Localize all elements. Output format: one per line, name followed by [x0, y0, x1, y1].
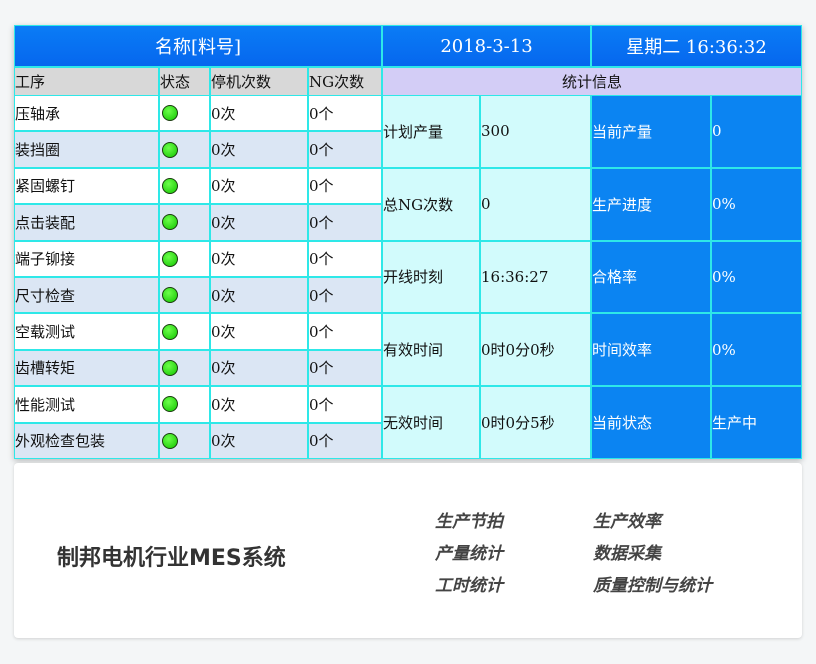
process-status [160, 350, 209, 386]
status-indicator-icon [162, 177, 178, 194]
process-name: 尺寸检查 [15, 278, 158, 313]
process-ng-count: 0个 [309, 168, 381, 204]
process-ng-count: 0个 [309, 387, 381, 422]
caption-card: 制邦电机行业MES系统 生产节拍 生产效率产量统计 数据采集工时统计 质量控制与统计 [14, 463, 802, 638]
stat-value: 生产中 [712, 387, 801, 458]
column-header-ng: NG次数 [309, 68, 381, 95]
stat-label: 无效时间 [383, 387, 479, 458]
stat-value: 0% [712, 241, 801, 313]
process-stop-count: 0次 [211, 350, 307, 386]
mes-dashboard: 名称[料号] 2018-3-13 星期二 16:36:32 工序 状态 停机次数… [14, 25, 802, 459]
stat-label: 合格率 [592, 241, 710, 313]
process-stop-count: 0次 [211, 278, 307, 313]
stat-label: 开线时刻 [383, 241, 479, 313]
status-indicator-icon [162, 323, 178, 340]
status-indicator-icon [162, 105, 178, 122]
feature-label: 数据采集 [593, 544, 661, 564]
process-status [160, 168, 209, 204]
feature-label: 工时统计 [435, 576, 503, 596]
feature-label: 产量统计 [435, 544, 503, 564]
stat-label: 当前产量 [592, 96, 710, 167]
process-ng-count: 0个 [309, 314, 381, 349]
process-ng-count: 0个 [309, 96, 381, 131]
process-ng-count: 0个 [309, 241, 381, 276]
stat-value: 16:36:27 [481, 241, 590, 313]
date-display: 2018-3-13 [383, 26, 590, 66]
process-ng-count: 0个 [309, 132, 381, 167]
product-name-header: 名称[料号] [15, 26, 381, 66]
status-indicator-icon [162, 250, 178, 267]
process-name: 齿槽转矩 [15, 350, 158, 386]
process-status [160, 96, 209, 131]
feature-label: 质量控制与统计 [593, 576, 712, 596]
stat-label: 总NG次数 [383, 168, 479, 240]
stat-value: 0时0分5秒 [481, 387, 590, 458]
process-name: 点击装配 [15, 205, 158, 240]
process-name: 压轴承 [15, 96, 158, 131]
process-status [160, 241, 209, 276]
column-header-process: 工序 [15, 68, 158, 95]
stat-value: 0% [712, 168, 801, 240]
feature-label: 生产节拍 [435, 512, 503, 532]
stat-label: 当前状态 [592, 387, 710, 458]
process-ng-count: 0个 [309, 205, 381, 240]
column-header-status: 状态 [160, 68, 209, 95]
process-stop-count: 0次 [211, 168, 307, 204]
process-stop-count: 0次 [211, 132, 307, 167]
system-title: 制邦电机行业MES系统 [57, 546, 286, 571]
stat-value: 0% [712, 314, 801, 386]
process-name: 空载测试 [15, 314, 158, 349]
process-name: 紧固螺钉 [15, 168, 158, 204]
process-name: 性能测试 [15, 387, 158, 422]
process-status [160, 314, 209, 349]
process-stop-count: 0次 [211, 423, 307, 458]
process-status [160, 387, 209, 422]
weekday-time-display: 星期二 16:36:32 [592, 26, 801, 66]
process-name: 端子铆接 [15, 241, 158, 276]
column-header-stops: 停机次数 [211, 68, 307, 95]
status-indicator-icon [162, 432, 178, 449]
status-indicator-icon [162, 359, 178, 376]
process-status [160, 205, 209, 240]
process-ng-count: 0个 [309, 350, 381, 386]
stat-label: 生产进度 [592, 168, 710, 240]
process-stop-count: 0次 [211, 241, 307, 276]
stat-label: 有效时间 [383, 314, 479, 386]
process-stop-count: 0次 [211, 314, 307, 349]
stat-value: 0时0分0秒 [481, 314, 590, 386]
process-name: 装挡圈 [15, 132, 158, 167]
stat-label: 计划产量 [383, 96, 479, 167]
process-stop-count: 0次 [211, 205, 307, 240]
stat-label: 时间效率 [592, 314, 710, 386]
feature-label: 生产效率 [593, 512, 661, 532]
process-ng-count: 0个 [309, 278, 381, 313]
status-indicator-icon [162, 396, 178, 413]
process-ng-count: 0个 [309, 423, 381, 458]
status-indicator-icon [162, 141, 178, 158]
stat-value: 0 [481, 168, 590, 240]
process-stop-count: 0次 [211, 387, 307, 422]
status-indicator-icon [162, 287, 178, 304]
status-indicator-icon [162, 214, 178, 231]
stat-value: 300 [481, 96, 590, 167]
process-status [160, 278, 209, 313]
process-status [160, 132, 209, 167]
process-name: 外观检查包装 [15, 423, 158, 458]
process-stop-count: 0次 [211, 96, 307, 131]
process-status [160, 423, 209, 458]
stat-value: 0 [712, 96, 801, 167]
stats-title: 统计信息 [383, 68, 801, 95]
